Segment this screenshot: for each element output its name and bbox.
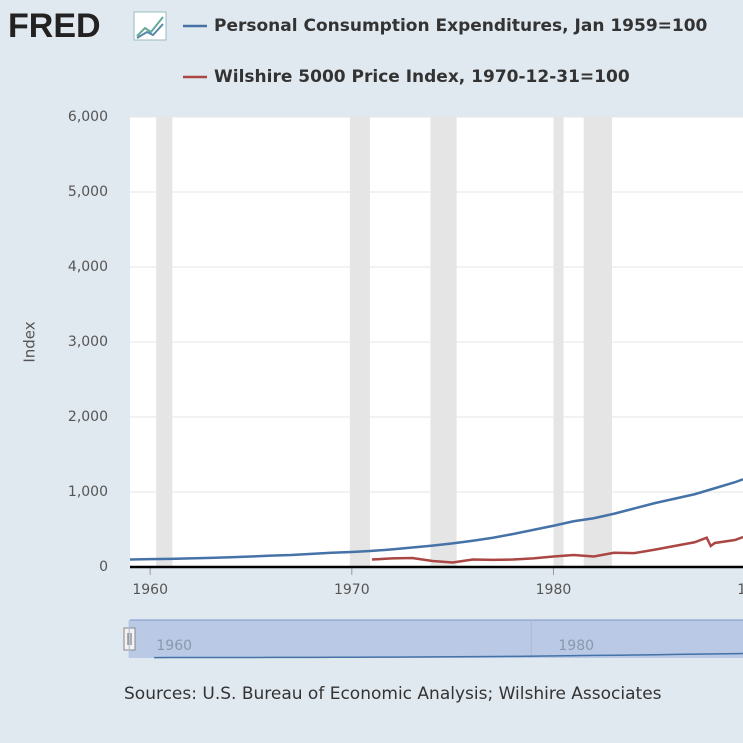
y-tick-label: 2,000 bbox=[68, 409, 108, 425]
x-tick-label: 1970 bbox=[334, 582, 370, 598]
y-tick-label: 6,000 bbox=[68, 109, 108, 125]
y-axis-label: Index bbox=[21, 321, 39, 362]
navigator-tick-label: 1980 bbox=[558, 638, 594, 654]
line-series bbox=[371, 535, 743, 564]
y-tick-label: 0 bbox=[99, 559, 108, 575]
legend-label: Personal Consumption Expenditures, Jan 1… bbox=[214, 16, 708, 36]
logo-icon bbox=[133, 11, 167, 41]
x-tick-label: 1980 bbox=[536, 582, 572, 598]
navigator-line bbox=[154, 652, 743, 659]
y-tick-label: 5,000 bbox=[68, 184, 108, 200]
navigator-window[interactable] bbox=[130, 620, 743, 658]
x-tick-label: 1960 bbox=[132, 582, 168, 598]
y-tick-label: 1,000 bbox=[68, 484, 108, 500]
x-tick-label: 1990 bbox=[737, 582, 743, 598]
line-series bbox=[129, 478, 743, 561]
legend-label: Wilshire 5000 Price Index, 1970-12-31=10… bbox=[214, 67, 630, 87]
source: Sources: U.S. Bureau of Economic Analysi… bbox=[124, 684, 662, 704]
navigator-tick-label: 1960 bbox=[156, 638, 192, 654]
y-tick-label: 4,000 bbox=[68, 259, 108, 275]
y-tick-label: 3,000 bbox=[68, 334, 108, 350]
logo: FRED bbox=[8, 7, 101, 45]
